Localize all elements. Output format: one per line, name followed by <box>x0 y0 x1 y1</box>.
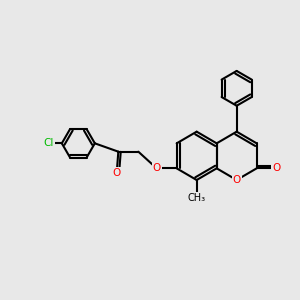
Text: Cl: Cl <box>43 138 53 148</box>
Text: O: O <box>272 163 281 173</box>
Text: O: O <box>232 175 241 185</box>
Text: CH₃: CH₃ <box>188 193 206 203</box>
Text: O: O <box>152 163 161 173</box>
Text: O: O <box>112 168 121 178</box>
